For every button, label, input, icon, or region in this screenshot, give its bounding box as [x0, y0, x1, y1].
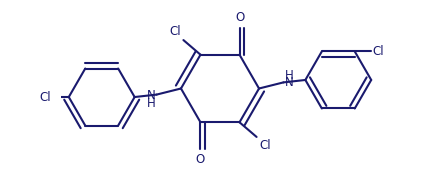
Text: H: H: [285, 68, 293, 82]
Text: O: O: [235, 11, 244, 24]
Text: Cl: Cl: [372, 45, 384, 58]
Text: N: N: [147, 89, 155, 102]
Text: H: H: [147, 97, 155, 110]
Text: N: N: [285, 76, 293, 89]
Text: Cl: Cl: [259, 139, 271, 152]
Text: Cl: Cl: [169, 25, 181, 38]
Text: Cl: Cl: [40, 91, 51, 104]
Text: O: O: [196, 153, 205, 166]
